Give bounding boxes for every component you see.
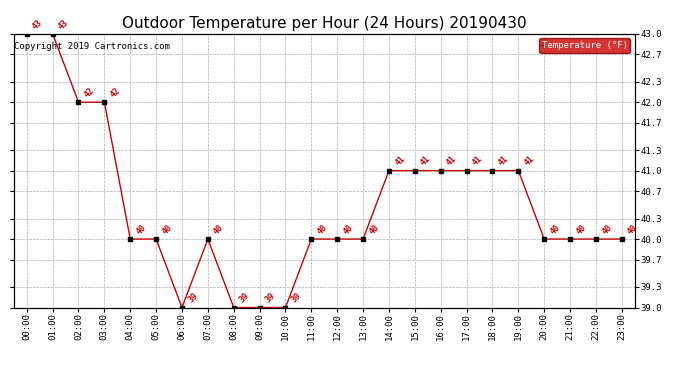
Text: 39: 39	[238, 291, 251, 305]
Text: 39: 39	[290, 291, 303, 305]
Text: 43: 43	[57, 18, 70, 31]
Text: 39: 39	[264, 291, 277, 305]
Text: Copyright 2019 Cartronics.com: Copyright 2019 Cartronics.com	[14, 42, 170, 51]
Text: 40: 40	[549, 223, 562, 236]
Text: 40: 40	[160, 223, 174, 236]
Text: 41: 41	[393, 154, 406, 168]
Title: Outdoor Temperature per Hour (24 Hours) 20190430: Outdoor Temperature per Hour (24 Hours) …	[122, 16, 526, 31]
Text: 42: 42	[83, 86, 96, 99]
Text: 39: 39	[186, 291, 199, 305]
Text: 40: 40	[626, 223, 640, 236]
Text: 41: 41	[445, 154, 458, 168]
Text: 40: 40	[135, 223, 148, 236]
Text: 41: 41	[419, 154, 433, 168]
Text: 40: 40	[367, 223, 381, 236]
Text: 40: 40	[315, 223, 329, 236]
Text: 41: 41	[497, 154, 510, 168]
Text: 40: 40	[574, 223, 588, 236]
Text: 40: 40	[212, 223, 226, 236]
Text: 43: 43	[31, 18, 44, 31]
Text: 40: 40	[342, 223, 355, 236]
Text: 40: 40	[600, 223, 613, 236]
Text: 41: 41	[471, 154, 484, 168]
Text: 41: 41	[522, 154, 536, 168]
Text: 42: 42	[108, 86, 122, 99]
Legend: Temperature (°F): Temperature (°F)	[539, 38, 630, 53]
